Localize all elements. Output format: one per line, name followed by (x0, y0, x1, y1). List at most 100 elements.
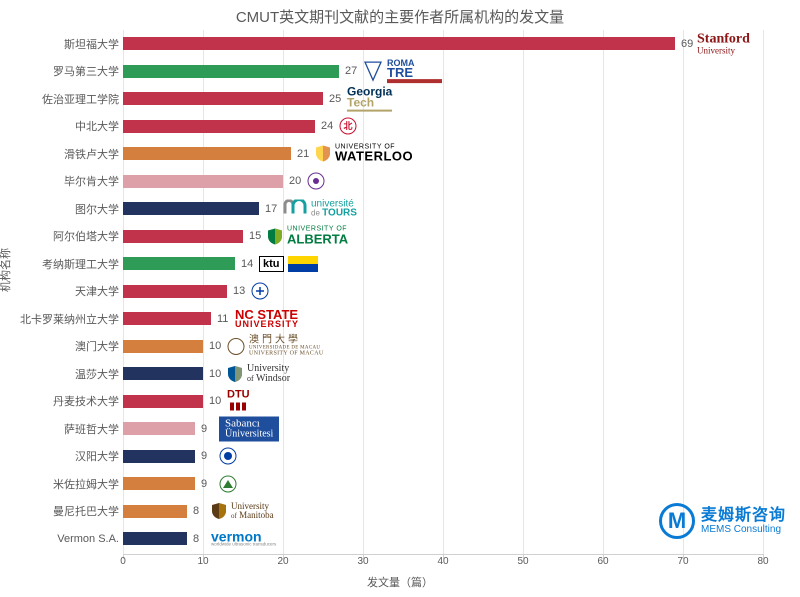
institution-logo-vermon: vermon worldwide ultrasonic transducers (211, 530, 276, 547)
watermark-cn: 麦姆斯咨询 (701, 507, 786, 525)
x-tick-label: 20 (277, 556, 288, 567)
svg-text:北: 北 (343, 120, 352, 131)
watermark-badge: M (659, 503, 695, 539)
y-tick-label: 曼尼托巴大学 (9, 498, 119, 526)
x-tick-label: 40 (437, 556, 448, 567)
chart-title: CMUT英文期刊文献的主要作者所属机构的发文量 (0, 6, 800, 27)
bar (123, 230, 243, 243)
institution-logo-gatech: Georgia Tech (347, 86, 392, 111)
x-tick-label: 0 (120, 556, 126, 567)
y-tick-label: 滑铁卢大学 (9, 140, 119, 168)
institution-logo-ktu: ktu (259, 256, 318, 272)
institution-logo-waterloo: UNIVERSITY OF WATERLOO (315, 144, 413, 163)
x-tick-label: 10 (197, 556, 208, 567)
bar (123, 532, 187, 545)
bar (123, 65, 339, 78)
y-tick-label: 毕尔肯大学 (9, 168, 119, 196)
bar (123, 422, 195, 435)
bar-value-label: 13 (233, 285, 245, 297)
y-tick-label: 天津大学 (9, 278, 119, 306)
bar-value-label: 8 (193, 533, 199, 545)
institution-logo-macau: 澳門大學 UNIVERSIDADE DE MACAU UNIVERSITY OF… (227, 336, 323, 357)
bar (123, 257, 235, 270)
x-axis-ticks: 01020304050607080 (123, 556, 763, 570)
bar-row: 27 (123, 58, 763, 86)
watermark-text: 麦姆斯咨询 MEMS Consulting (701, 507, 786, 536)
bar (123, 175, 283, 188)
institution-logo-tours: université de TOURS (283, 199, 357, 218)
institution-logo-romatre: ROMA TRE (363, 59, 442, 83)
institution-logo-bilkent (307, 172, 325, 190)
x-axis-title: 发文量（篇） (0, 574, 800, 590)
bar-row: 14 (123, 250, 763, 278)
bar-value-label: 25 (329, 93, 341, 105)
bar (123, 92, 323, 105)
bar-row: 69 (123, 30, 763, 58)
bar-value-label: 21 (297, 148, 309, 160)
x-tick-label: 70 (677, 556, 688, 567)
institution-logo-windsor: University of Windsor (227, 364, 290, 384)
grid-line (763, 30, 764, 554)
institution-logo-dtu: DTU (227, 390, 250, 413)
y-tick-label: 温莎大学 (9, 360, 119, 388)
bar-row: 20 (123, 168, 763, 196)
institution-logo-sabanci: Sabancı Üniversitesi (219, 416, 279, 441)
institution-logo-hanyang (219, 447, 237, 465)
bar-row: 10 (123, 360, 763, 388)
bar (123, 120, 315, 133)
y-tick-label: 汉阳大学 (9, 443, 119, 471)
x-tick-label: 50 (517, 556, 528, 567)
chart-stage: { "chart": { "type": "bar-horizontal", "… (0, 0, 800, 597)
bar (123, 202, 259, 215)
bar (123, 450, 195, 463)
bar-row: 13 (123, 278, 763, 306)
bar-row: 10 (123, 333, 763, 361)
bar-value-label: 8 (193, 505, 199, 517)
institution-logo-nuc: 北 (339, 117, 357, 135)
bar (123, 312, 211, 325)
bar (123, 505, 187, 518)
bar (123, 477, 195, 490)
x-tick-label: 30 (357, 556, 368, 567)
watermark-en: MEMS Consulting (701, 524, 786, 535)
bar (123, 285, 227, 298)
bar (123, 37, 675, 50)
institution-logo-alberta: UNIVERSITY OF ALBERTA (267, 227, 348, 246)
bar-value-label: 27 (345, 65, 357, 77)
bar-value-label: 11 (217, 313, 228, 325)
y-tick-label: 罗马第三大学 (9, 58, 119, 86)
x-tick-label: 60 (597, 556, 608, 567)
y-tick-label: 丹麦技术大学 (9, 388, 119, 416)
bar-row: 21 (123, 140, 763, 168)
bar-row: 25 (123, 85, 763, 113)
bar-value-label: 69 (681, 38, 693, 50)
y-tick-label: 佐治亚理工学院 (9, 85, 119, 113)
x-tick-label: 80 (757, 556, 768, 567)
institution-logo-stanford: Stanford University (697, 32, 750, 55)
institution-logo-ncstate: NC STATE UNIVERSITY (235, 309, 299, 329)
bar-row: 15 (123, 223, 763, 251)
bar-value-label: 9 (201, 478, 207, 490)
bar-value-label: 17 (265, 203, 277, 215)
bar (123, 367, 203, 380)
bar-value-label: 10 (209, 340, 221, 352)
y-tick-label: 中北大学 (9, 113, 119, 141)
bar-value-label: 24 (321, 120, 333, 132)
institution-logo-tju (251, 282, 269, 300)
institution-logo-mizoram (219, 475, 237, 493)
y-tick-label: 北卡罗莱纳州立大学 (9, 305, 119, 333)
bar-value-label: 20 (289, 175, 301, 187)
y-tick-label: Vermon S.A. (9, 525, 119, 553)
bar-value-label: 10 (209, 395, 221, 407)
watermark: M 麦姆斯咨询 MEMS Consulting (659, 503, 786, 539)
y-tick-label: 斯坦福大学 (9, 30, 119, 58)
bar (123, 147, 291, 160)
y-tick-label: 图尔大学 (9, 195, 119, 223)
bar-row: 24 (123, 113, 763, 141)
bar-value-label: 10 (209, 368, 221, 380)
bar-row: 17 (123, 195, 763, 223)
bar-value-label: 15 (249, 230, 261, 242)
institution-logo-manitoba: University of Manitoba (211, 502, 274, 520)
y-tick-label: 萨班哲大学 (9, 415, 119, 443)
y-tick-label: 考纳斯理工大学 (9, 250, 119, 278)
